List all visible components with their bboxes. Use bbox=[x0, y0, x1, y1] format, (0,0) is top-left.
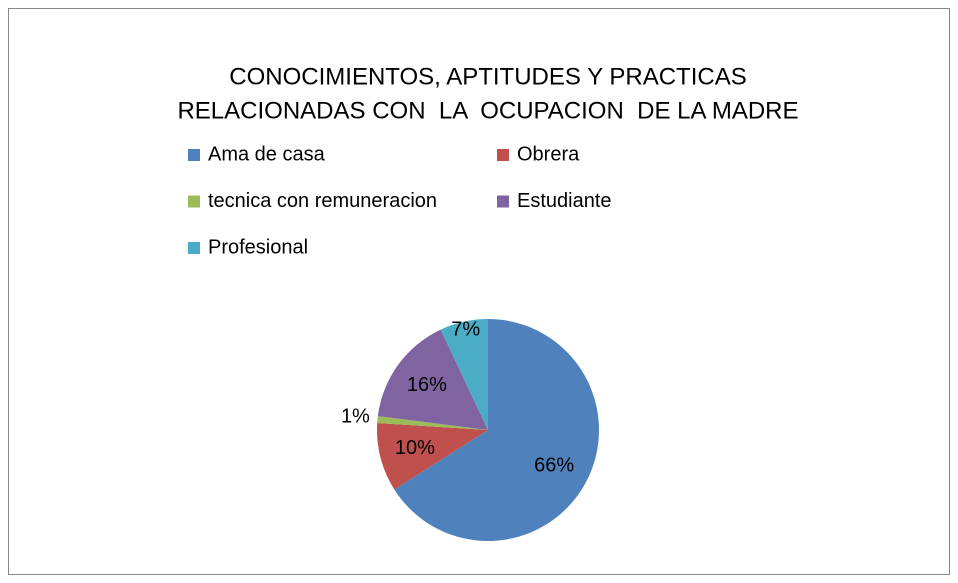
legend-label: Ama de casa bbox=[208, 143, 326, 165]
pie-slice bbox=[377, 329, 488, 430]
legend-swatch bbox=[188, 195, 200, 208]
data-label: 16% bbox=[407, 374, 447, 396]
data-label: 10% bbox=[395, 437, 435, 459]
pie-slice bbox=[440, 319, 488, 430]
legend-swatch bbox=[188, 242, 200, 254]
data-label: 7% bbox=[451, 319, 480, 341]
legend-swatch bbox=[497, 149, 509, 161]
pie-slice bbox=[377, 423, 488, 490]
legend-label: Profesional bbox=[208, 236, 308, 258]
data-label: 66% bbox=[534, 455, 574, 477]
chart-title: CONOCIMIENTOS, APTITUDES Y PRACTICAS bbox=[229, 63, 746, 90]
pie-slice bbox=[394, 319, 600, 542]
chart-title: RELACIONADAS CON LA OCUPACION DE LA MADR… bbox=[177, 97, 798, 124]
pie-slice bbox=[377, 416, 488, 430]
legend-label: Estudiante bbox=[517, 190, 612, 212]
data-label: 1% bbox=[341, 406, 370, 428]
legend-label: tecnica con remuneracion bbox=[208, 190, 437, 212]
legend-swatch bbox=[188, 149, 200, 161]
legend-swatch bbox=[497, 195, 509, 208]
legend-label: Obrera bbox=[517, 143, 580, 165]
